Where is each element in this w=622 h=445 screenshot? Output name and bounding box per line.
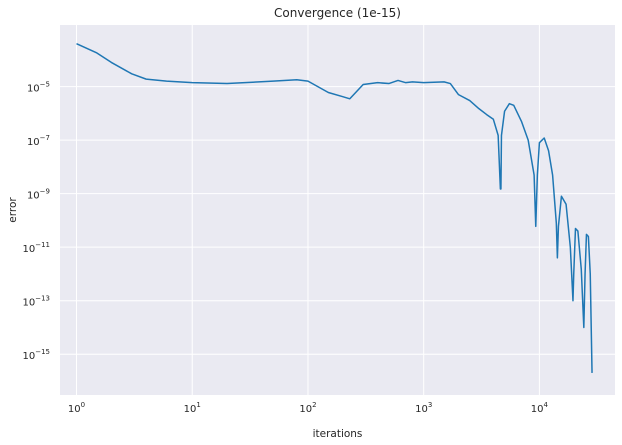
y-tick-labels: 10−15 10−13 10−11 10−9 10−7 10−5 <box>22 81 50 363</box>
y-tick-label: 10−15 <box>22 348 50 362</box>
y-tick-label: 10−9 <box>27 188 50 202</box>
chart-title: Convergence (1e-15) <box>274 6 401 20</box>
x-tick-label: 104 <box>531 401 549 415</box>
x-axis-label: iterations <box>313 428 363 440</box>
y-tick-label: 10−13 <box>22 295 50 309</box>
x-tick-label: 100 <box>68 401 85 415</box>
y-tick-label: 10−11 <box>22 241 50 255</box>
y-axis-label: error <box>7 197 19 223</box>
series-layer <box>76 43 593 373</box>
grid-lines <box>60 25 615 395</box>
x-tick-label: 102 <box>299 401 316 415</box>
x-tick-label: 101 <box>184 401 201 415</box>
series-line <box>76 43 593 373</box>
x-tick-labels: 100 101 102 103 104 <box>68 401 549 415</box>
y-tick-label: 10−7 <box>27 134 50 148</box>
x-tick-label: 103 <box>415 401 432 415</box>
plot-area <box>60 25 615 395</box>
y-tick-label: 10−5 <box>27 81 50 95</box>
